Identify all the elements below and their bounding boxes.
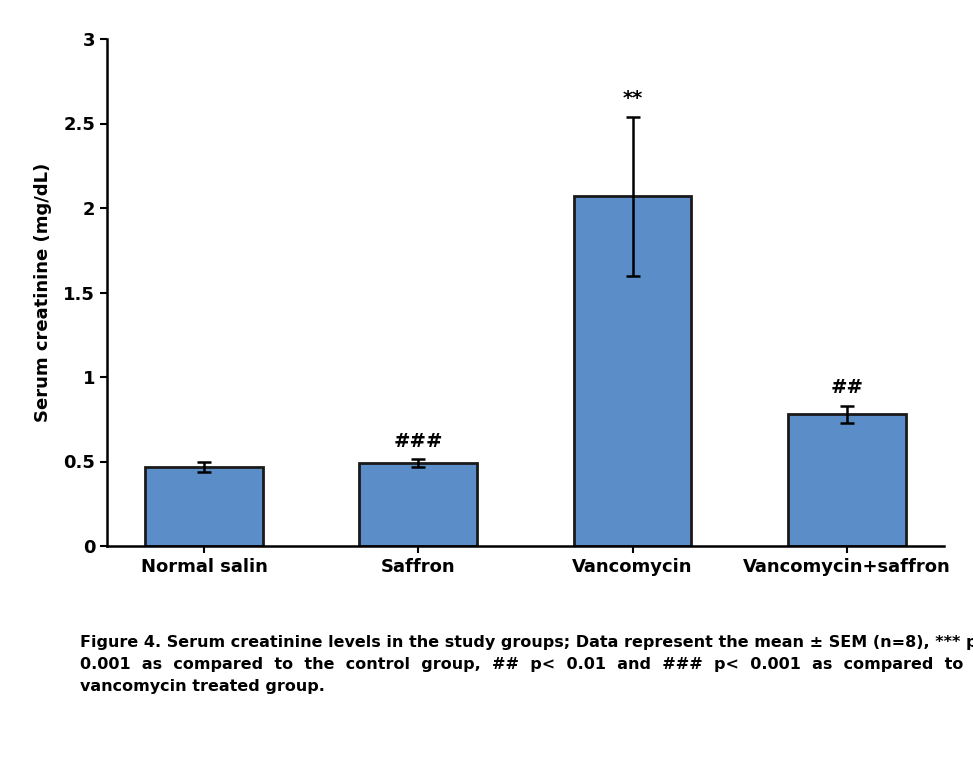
Text: **: ** xyxy=(623,89,643,108)
Text: ###: ### xyxy=(393,431,443,451)
Bar xyxy=(574,197,692,546)
Bar xyxy=(788,414,906,546)
Text: Figure 4. Serum creatinine levels in the study groups; Data represent the mean ±: Figure 4. Serum creatinine levels in the… xyxy=(80,635,973,694)
Text: ##: ## xyxy=(830,378,863,397)
Bar xyxy=(359,463,477,546)
Bar xyxy=(145,466,263,546)
Y-axis label: Serum creatinine (mg/dL): Serum creatinine (mg/dL) xyxy=(34,163,53,422)
